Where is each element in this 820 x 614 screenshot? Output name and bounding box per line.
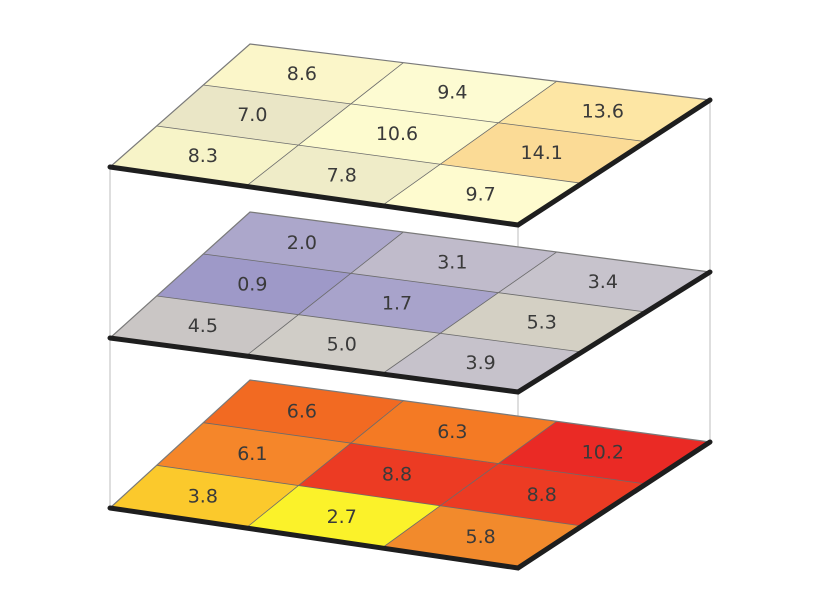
plane-back-edge <box>109 379 711 509</box>
grid-col-line <box>381 421 557 549</box>
cell-value-label: 5.3 <box>527 312 557 334</box>
plane-back-edge <box>109 43 711 168</box>
cell-value-label: 9.7 <box>465 184 495 206</box>
cell-value-label: 2.7 <box>327 506 357 528</box>
cell-value-label: 5.0 <box>327 334 357 356</box>
grid-cell <box>246 145 441 206</box>
grid-cell <box>298 103 499 165</box>
cell-value-label: 8.6 <box>287 63 317 85</box>
grid-col-line <box>245 400 404 529</box>
plane-front-edge <box>107 269 713 395</box>
cell-value-label: 10.2 <box>582 442 624 464</box>
grid-cell <box>156 422 351 486</box>
grid-row-line <box>203 84 647 143</box>
grid-cell <box>498 421 710 484</box>
cell-value-label: 1.7 <box>382 293 412 315</box>
cell-value-label: 3.1 <box>437 252 467 274</box>
cell-value-label: 3.9 <box>465 352 495 374</box>
plane-front-edge <box>107 97 713 228</box>
cell-value-label: 0.9 <box>237 274 267 296</box>
cell-value-label: 4.5 <box>188 315 218 337</box>
grid-col-line <box>381 81 557 206</box>
grid-cell <box>382 333 582 392</box>
cell-value-label: 6.1 <box>237 443 267 465</box>
cell-value-label: 7.8 <box>327 164 357 186</box>
grid-cell <box>350 400 557 464</box>
cell-value-label: 3.4 <box>588 271 618 293</box>
layer-bottom: 6.6 6.3 10.2 6.1 8.8 8.8 3.8 2.7 5.8 <box>107 379 713 571</box>
grid-cell <box>350 62 557 123</box>
grid-cell <box>382 164 582 225</box>
grid-row-line <box>156 125 583 184</box>
cell-value-label: 6.3 <box>437 421 467 443</box>
grid-cell <box>110 296 299 356</box>
grid-row-line <box>203 253 647 313</box>
grid-row-line <box>203 422 647 485</box>
cell-value-label: 10.6 <box>376 123 418 145</box>
layer-middle: 2.0 3.1 3.4 0.9 1.7 5.3 4.5 5.0 3.9 <box>107 211 713 395</box>
grid-col-line <box>381 251 557 375</box>
grid-cell <box>382 505 582 568</box>
grid-row-line <box>156 295 583 353</box>
grid-cell <box>498 252 710 312</box>
cell-value-label: 8.8 <box>527 484 557 506</box>
cell-value-label: 8.3 <box>188 145 218 167</box>
grid-cell <box>298 273 499 334</box>
cell-value-label: 13.6 <box>582 100 624 122</box>
cell-value-label: 14.1 <box>521 142 563 164</box>
grid-cell <box>156 85 351 146</box>
cell-value-label: 7.0 <box>237 104 267 126</box>
cell-value-label: 3.8 <box>188 486 218 508</box>
grid-cell <box>498 81 710 142</box>
grid-cell <box>246 314 441 374</box>
grid-cell <box>440 463 646 526</box>
plane-back-edge <box>109 211 711 339</box>
grid-cell <box>246 485 441 548</box>
cell-value-label: 6.6 <box>287 401 317 423</box>
cell-value-label: 8.8 <box>382 464 412 486</box>
grid-cell <box>440 122 646 184</box>
layer-top: 8.6 9.4 13.6 7.0 10.6 14.1 8.3 7.8 9.7 <box>107 43 713 228</box>
grid-cell <box>156 254 351 315</box>
grid-cell <box>298 443 499 506</box>
plane-front-edge <box>107 439 713 571</box>
grid-cell <box>203 380 404 444</box>
grid-row-line <box>156 464 583 527</box>
cell-value-label: 5.8 <box>465 526 495 548</box>
grid-col-line <box>245 231 404 357</box>
grid-cell <box>203 44 404 104</box>
cell-value-label: 2.0 <box>287 232 317 254</box>
grid-cell <box>110 465 299 528</box>
grid-cell <box>350 232 557 293</box>
grid-cell <box>440 292 646 352</box>
grid-cell <box>203 212 404 274</box>
grid-col-line <box>245 62 404 187</box>
cell-value-label: 9.4 <box>437 82 467 104</box>
